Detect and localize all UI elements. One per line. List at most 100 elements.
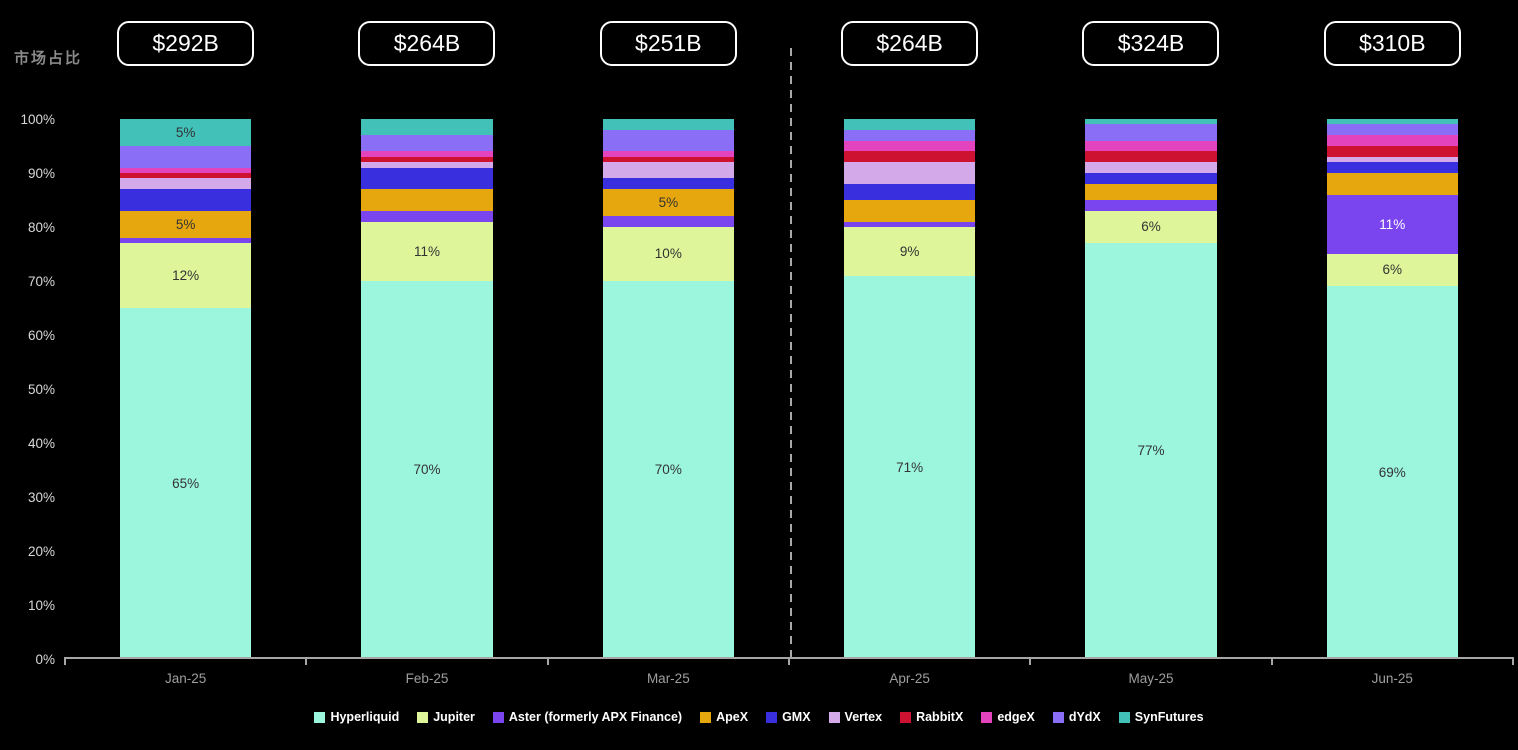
legend-item-rabbitx: RabbitX (900, 710, 963, 724)
legend-label-jupiter: Jupiter (433, 710, 475, 724)
segment-label-apex-mar-25: 5% (658, 194, 679, 210)
segment-label-hyperliquid-jan-25: 65% (172, 475, 200, 491)
legend-item-synfutures: SynFutures (1118, 710, 1204, 724)
segment-synfutures-jun-25 (1326, 119, 1459, 125)
total-badge-slot: $251B (548, 21, 789, 66)
legend-label-gmx: GMX (782, 710, 811, 724)
legend-swatch-aster-formerly-apx-finance (492, 711, 504, 723)
plot-column-mar-25: 70% 10% 5% (548, 119, 789, 659)
total-badge-mar-25: $251B (599, 21, 737, 66)
segment-aster-formerly-apx-finance-may-25 (1085, 200, 1217, 211)
x-tick-label-feb-25: Feb-25 (405, 671, 449, 686)
y-tick-label-100: 100% (20, 111, 55, 127)
total-badge-jan-25: $292B (117, 21, 255, 66)
segment-dydx-jan-25 (119, 146, 252, 168)
segment-label-hyperliquid-may-25: 77% (1137, 443, 1165, 459)
segment-gmx-may-25 (1085, 173, 1217, 184)
segment-rabbitx-may-25 (1085, 151, 1217, 163)
legend-label-synfutures: SynFutures (1134, 710, 1204, 724)
legend-label-hyperliquid: Hyperliquid (330, 710, 400, 724)
segment-rabbitx-mar-25 (602, 156, 735, 163)
legend-swatch-gmx (766, 711, 778, 723)
x-axis-tick (1029, 657, 1032, 665)
legend-item-vertex: Vertex (828, 710, 882, 724)
segment-label-hyperliquid-jun-25: 69% (1378, 464, 1406, 480)
total-badge-may-25: $324B (1082, 21, 1220, 66)
total-badge-feb-25: $264B (358, 21, 496, 66)
segment-rabbitx-jun-25 (1326, 146, 1459, 157)
segment-jupiter-jun-25: 6% (1326, 254, 1459, 287)
total-badge-slot: $264B (789, 21, 1030, 66)
y-tick-label-60: 60% (27, 327, 55, 343)
plot-area: 65% 12% 5% 5% 70% 11% 70% 10% 5% 71% 9% 77% 6% 69% 6% 1… (65, 119, 1513, 659)
legend-swatch-hyperliquid (314, 711, 326, 723)
stacked-bar-mar-25: 70% 10% 5% (602, 119, 735, 659)
x-tick-label-may-25: May-25 (1128, 671, 1174, 686)
segment-apex-feb-25 (361, 189, 493, 211)
segment-label-jupiter-jan-25: 12% (172, 267, 200, 283)
chart-title: 市场占比 (14, 50, 83, 67)
y-tick-label-0: 0% (35, 651, 55, 667)
y-tick-label-80: 80% (27, 219, 55, 235)
segment-apex-jun-25 (1326, 173, 1459, 195)
segment-edgex-may-25 (1085, 140, 1217, 152)
legend-label-aster-formerly-apx-finance: Aster (formerly APX Finance) (508, 710, 683, 724)
segment-dydx-may-25 (1085, 124, 1217, 141)
segment-aster-formerly-apx-finance-jun-25: 11% (1326, 194, 1459, 255)
segment-label-hyperliquid-feb-25: 70% (413, 462, 441, 478)
x-axis-tick (64, 657, 66, 665)
segment-gmx-mar-25 (602, 178, 735, 190)
segment-aster-formerly-apx-finance-jan-25 (119, 237, 252, 244)
segment-synfutures-may-25 (1085, 119, 1217, 125)
segment-hyperliquid-mar-25: 70% (602, 281, 735, 659)
legend-item-jupiter: Jupiter (417, 710, 475, 724)
plot-column-feb-25: 70% 11% (306, 119, 547, 659)
segment-hyperliquid-may-25: 77% (1085, 243, 1217, 659)
stacked-bar-feb-25: 70% 11% (361, 119, 493, 659)
y-tick-label-50: 50% (27, 381, 55, 397)
segment-label-jupiter-feb-25: 11% (413, 243, 440, 259)
legend: Hyperliquid Jupiter Aster (formerly APX Fi… (0, 710, 1518, 724)
x-tick-label-jan-25: Jan-25 (165, 671, 207, 686)
legend-item-edgex: edgeX (981, 710, 1035, 724)
segment-aster-formerly-apx-finance-mar-25 (602, 216, 735, 227)
segment-edgex-jan-25 (119, 167, 252, 174)
segment-label-aster-formerly-apx-finance-jun-25: 11% (1379, 216, 1406, 232)
legend-swatch-jupiter (417, 711, 429, 723)
legend-item-hyperliquid: Hyperliquid (314, 710, 399, 724)
segment-apex-mar-25: 5% (602, 189, 735, 217)
segment-dydx-feb-25 (361, 135, 493, 152)
legend-item-dydx: dYdX (1052, 710, 1101, 724)
segment-label-jupiter-may-25: 6% (1141, 219, 1161, 235)
segment-jupiter-may-25: 6% (1085, 210, 1217, 244)
segment-edgex-jun-25 (1326, 135, 1459, 147)
y-tick-label-20: 20% (27, 543, 55, 559)
legend-swatch-dydx (1052, 711, 1064, 723)
segment-rabbitx-feb-25 (361, 156, 493, 163)
segment-dydx-mar-25 (602, 129, 735, 152)
x-tick-label-apr-25: Apr-25 (889, 671, 930, 686)
legend-swatch-vertex (828, 711, 840, 723)
x-axis-tick (1512, 657, 1514, 665)
segment-gmx-feb-25 (361, 167, 493, 190)
segment-label-jupiter-mar-25: 10% (654, 246, 682, 262)
x-axis-tick (305, 657, 308, 665)
legend-swatch-apex (700, 711, 712, 723)
x-tick-label-mar-25: Mar-25 (646, 671, 690, 686)
segment-synfutures-jan-25: 5% (119, 119, 252, 147)
legend-item-apex: ApeX (700, 710, 748, 724)
y-tick-label-40: 40% (27, 435, 55, 451)
legend-swatch-edgex (981, 711, 993, 723)
segment-gmx-apr-25 (843, 183, 976, 201)
total-badge-slot: $324B (1030, 21, 1271, 66)
segment-synfutures-apr-25 (843, 119, 976, 130)
stacked-bar-jun-25: 69% 6% 11% (1326, 119, 1459, 659)
legend-swatch-rabbitx (900, 711, 912, 723)
segment-label-hyperliquid-mar-25: 70% (654, 462, 682, 478)
segment-hyperliquid-jun-25: 69% (1326, 286, 1459, 659)
segment-apex-apr-25 (843, 200, 976, 222)
y-tick-label-10: 10% (27, 597, 55, 613)
y-tick-label-90: 90% (27, 165, 55, 181)
total-badge-slot: $310B (1272, 21, 1513, 66)
